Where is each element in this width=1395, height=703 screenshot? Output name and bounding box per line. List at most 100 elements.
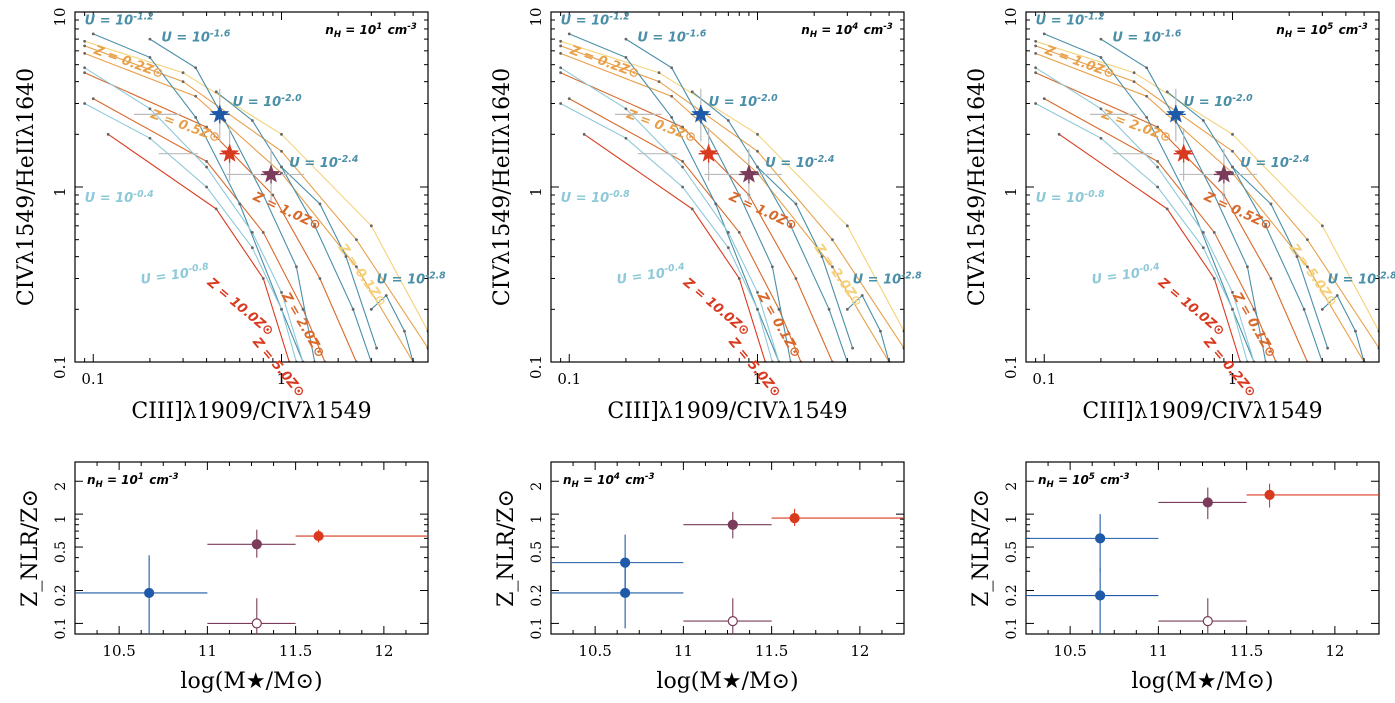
model-node (205, 165, 208, 169)
model-annotation: U = 10-1.6 (161, 28, 231, 45)
x-tick-label: 1 (1228, 370, 1238, 388)
model-node (657, 71, 661, 75)
model-node (1201, 119, 1205, 122)
x-axis-label: log(M★/M⊙) (656, 669, 798, 694)
star-marker-purple (261, 164, 281, 183)
model-curve (84, 103, 297, 362)
model-node (1320, 224, 1324, 228)
model-node (756, 290, 759, 294)
model-node (318, 202, 322, 206)
model-node (1326, 346, 1330, 350)
top-panel-1: 0.1 1 0.1 1 10 CIII]λ1909/CIVλ1549 CIVλ1549/He… (14, 7, 446, 424)
data-point-purple (1202, 497, 1213, 508)
model-node (1132, 80, 1136, 84)
x-axis-label: CIII]λ1909/CIVλ1549 (131, 399, 371, 424)
x-tick-label: 11.5 (755, 642, 788, 660)
model-annotation: Z = 2.0Z⊙ (1099, 107, 1173, 146)
star-marker-purple (1214, 164, 1234, 183)
model-curve (1058, 133, 1241, 362)
model-node (1306, 265, 1309, 269)
model-node (756, 307, 759, 311)
x-tick-label: 12 (1325, 642, 1344, 660)
model-node (403, 329, 406, 333)
model-node (1034, 52, 1038, 55)
model-node (301, 307, 305, 311)
model-node (1231, 290, 1234, 294)
model-node (1201, 231, 1205, 234)
model-node (1156, 125, 1159, 129)
model-node (1042, 97, 1046, 100)
y-axis-label: Z_NLR/Z⊙ (18, 489, 43, 607)
model-node (1034, 44, 1038, 48)
model-node (181, 71, 185, 75)
top-panel-3: 0.1 1 0.1 1 10 CIII]λ1909/CIVλ1549 CIVλ1549/He… (965, 7, 1395, 424)
x-tick-label: 11 (1149, 642, 1168, 660)
model-node (83, 66, 87, 70)
model-curve (84, 67, 304, 362)
model-node (1145, 115, 1149, 119)
model-curve (757, 166, 854, 349)
density-label: nH = 105 cm-3 (1038, 472, 1131, 490)
model-curve (149, 38, 316, 362)
model-curve (1100, 38, 1267, 362)
model-node (214, 207, 218, 211)
y-tick-label: 0.1 (51, 355, 69, 379)
model-annotation: U = 10-1.2 (1036, 11, 1106, 28)
model-node (690, 90, 694, 94)
model-annotation: U = 10-2.4 (1240, 154, 1310, 171)
model-node (1246, 265, 1249, 269)
x-tick-label: 1 (277, 370, 287, 388)
x-tick-label: 0.1 (557, 370, 581, 388)
star-marker-red (1174, 143, 1194, 162)
model-node (181, 80, 185, 84)
model-node (1264, 224, 1268, 228)
model-node (1165, 90, 1169, 94)
model-curve (107, 133, 290, 362)
y-tick-label: 0.5 (1004, 541, 1020, 563)
bottom-panel-2: 10.5 11 11.5 120.10.20.512log(M★/M⊙)Z_NLR/Z… (494, 461, 905, 694)
model-annotation: U = 10-2.0 (1184, 93, 1254, 110)
model-node (624, 56, 628, 59)
density-label: nH = 105 cm-3 (1276, 22, 1369, 40)
model-curve (691, 91, 848, 362)
model-annotation: U = 10-2.0 (233, 93, 303, 110)
model-annotation: U = 10-0.4 (615, 261, 687, 288)
model-curve (625, 38, 792, 362)
data-point-red (789, 512, 800, 524)
model-node (681, 165, 684, 169)
model-node (567, 32, 571, 36)
data-point-red (313, 530, 324, 542)
x-axis-label: CIII]λ1909/CIVλ1549 (607, 399, 847, 424)
model-node (827, 307, 831, 311)
x-axis-label: log(M★/M⊙) (180, 669, 322, 694)
model-curve (1043, 33, 1255, 362)
model-node (777, 307, 781, 311)
data-point-purple (727, 519, 738, 530)
model-annotation: U = 10-2.4 (289, 154, 359, 171)
star-marker-red (699, 143, 719, 162)
model-annotation: U = 10-0.4 (85, 189, 155, 206)
x-tick-label: 12 (374, 642, 393, 660)
y-tick-label: 10 (51, 7, 69, 26)
model-curve (1166, 91, 1323, 362)
y-tick-label: 0.2 (529, 584, 545, 606)
model-node (559, 102, 563, 105)
model-annotation: U = 10-0.4 (1090, 261, 1162, 288)
model-node (148, 136, 152, 140)
model-node (261, 231, 265, 234)
x-tick-label: 11.5 (1230, 642, 1263, 660)
model-node (148, 56, 152, 59)
model-node (756, 132, 759, 136)
model-node (1231, 149, 1234, 153)
model-node (91, 32, 95, 36)
y-axis-label: CIVλ1549/HeIIλ1640 (965, 68, 990, 306)
model-node (690, 207, 694, 211)
model-grid (559, 32, 904, 362)
y-tick-label: 2 (1004, 482, 1020, 491)
model-node (106, 132, 110, 136)
model-node (261, 193, 265, 197)
model-curve (560, 103, 773, 362)
y-tick-label: 0.2 (53, 584, 69, 606)
model-node (261, 277, 265, 280)
y-tick-label: 2 (529, 482, 545, 491)
